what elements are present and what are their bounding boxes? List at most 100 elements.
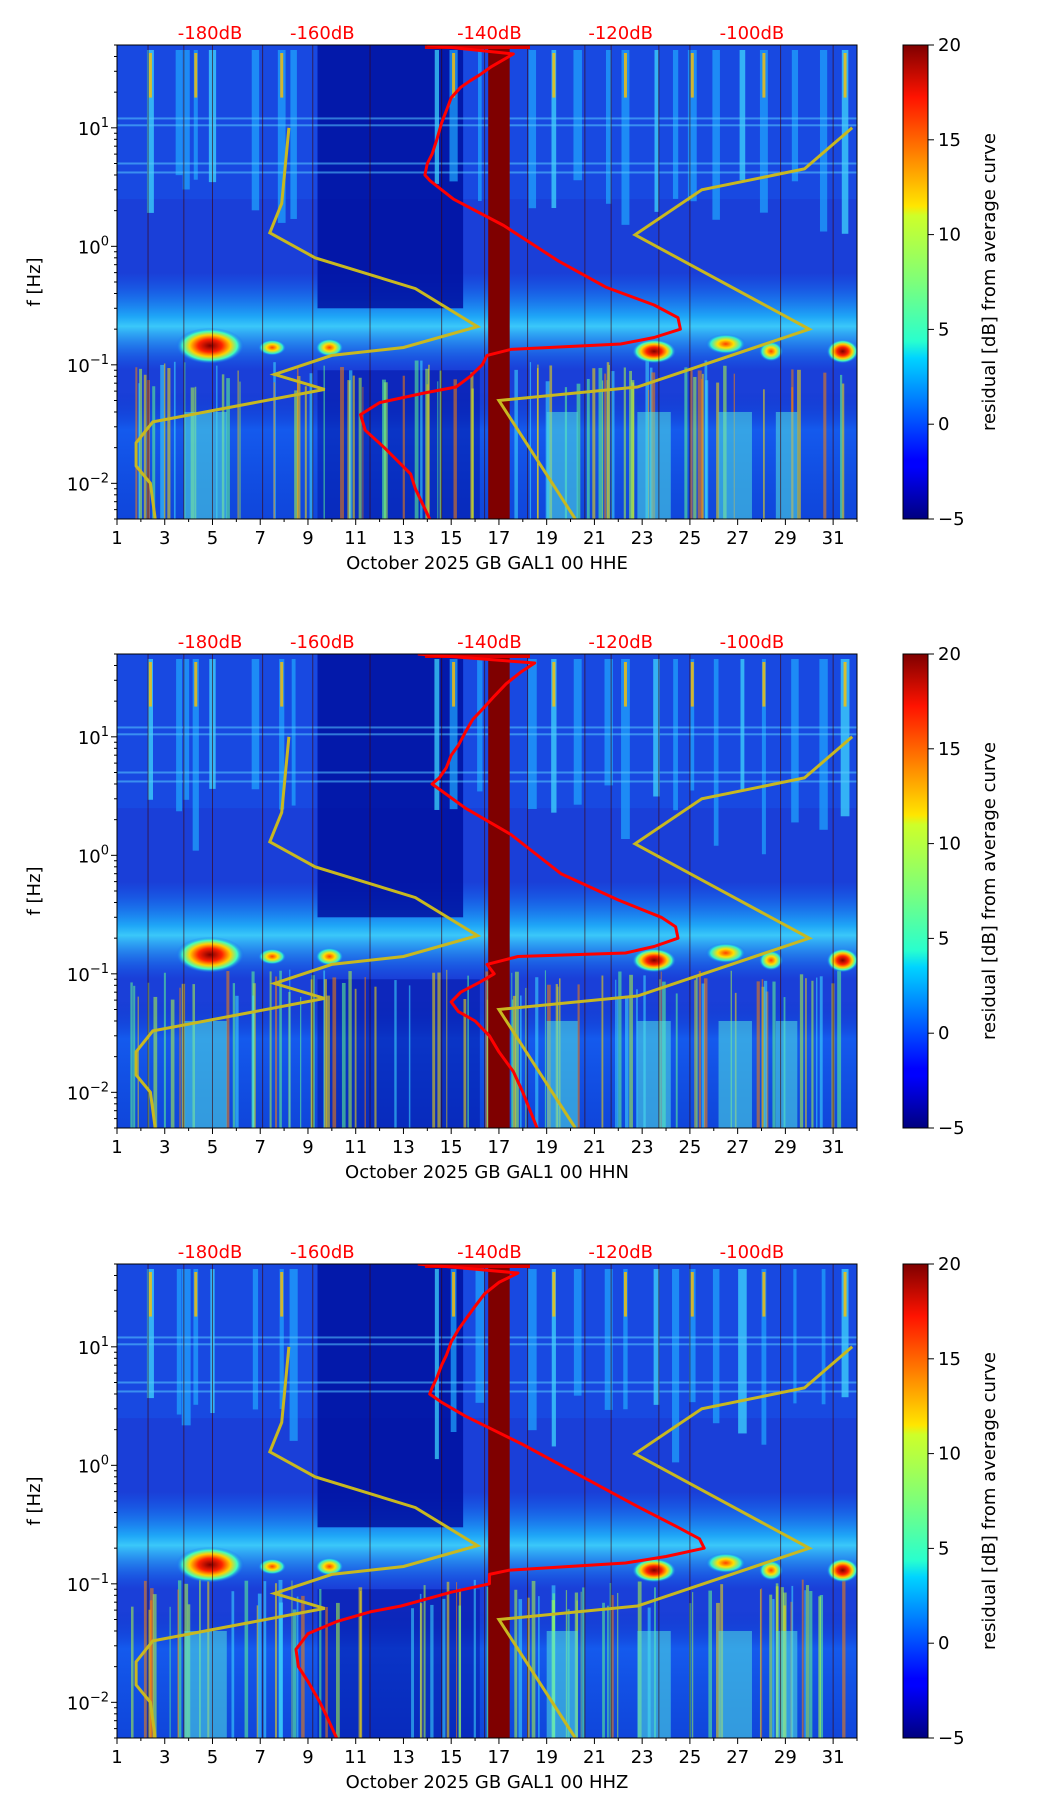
lf-spike [473, 1579, 476, 1738]
lf-spike [437, 381, 439, 519]
colorbar-tick-label: 10 [938, 1444, 961, 1465]
y-tick-label: 10−1 [67, 1572, 109, 1596]
lf-spike [694, 980, 696, 1128]
lf-spike [514, 369, 518, 519]
lf-spike [772, 981, 776, 1128]
lf-spike [252, 995, 255, 1128]
lf-spike [420, 360, 423, 519]
lf-spike [582, 1587, 585, 1738]
lf-spike [823, 372, 827, 519]
x-tick-label: 1 [111, 1137, 122, 1158]
lf-spike [716, 1602, 720, 1738]
lf-spike [309, 373, 313, 519]
x-tick-label: 9 [302, 1747, 313, 1768]
lf-spike [453, 379, 457, 519]
y-tick-label: 10−1 [67, 353, 109, 377]
lf-spike [514, 1589, 518, 1738]
psd-curve [417, 654, 680, 1128]
lf-spike [232, 983, 236, 1128]
lf-spike [611, 1595, 614, 1738]
noise-model-low [134, 736, 482, 1128]
y-tick-label: 10−2 [67, 1080, 109, 1104]
hf-streak [739, 50, 746, 181]
psd-top-stripe [424, 654, 530, 658]
lf-spike [598, 367, 603, 519]
lf-spike [601, 380, 604, 519]
lf-spike [138, 383, 140, 519]
lf-spike [323, 365, 325, 519]
lf-spike [761, 979, 764, 1128]
hf-streak [604, 1269, 613, 1410]
lf-block [637, 411, 671, 519]
lf-spike [257, 1593, 262, 1738]
lf-spike [606, 362, 610, 519]
lf-spike [274, 1583, 278, 1738]
hf-streak [604, 659, 613, 786]
lf-spike [531, 1580, 536, 1738]
x-tick-label: 3 [159, 1747, 170, 1768]
x-tick-label: 11 [344, 1137, 367, 1158]
lf-spike [675, 993, 678, 1128]
colorbar-tick-label: 0 [938, 1633, 949, 1654]
hf-streak-hot [623, 53, 627, 98]
x-tick-label: 25 [678, 528, 701, 549]
colorbar-title: residual [dB] from average curve [979, 133, 1000, 431]
microseism-hotspot [315, 947, 344, 966]
tone-line [117, 1343, 857, 1346]
hf-streak [791, 659, 799, 823]
hf-streak [146, 50, 154, 213]
hf-streak [290, 50, 297, 219]
hf-streak [181, 1269, 191, 1426]
hf-streak-hot [623, 1272, 627, 1317]
hf-streak [279, 1269, 284, 1409]
lf-spike [226, 971, 230, 1128]
hf-streak [761, 659, 766, 855]
x-tick-label: 11 [344, 1747, 367, 1768]
lf-spike [289, 969, 291, 1128]
top-db-label: -160dB [290, 632, 355, 653]
lf-spike [304, 386, 307, 519]
lf-spike [360, 1591, 362, 1738]
lf-spike [332, 977, 337, 1128]
lf-spike [324, 979, 327, 1128]
lf-spike [695, 975, 698, 1128]
y-tick-label: 10−2 [67, 1690, 109, 1714]
x-tick-label: 19 [535, 1137, 558, 1158]
microseism-hotspot [632, 339, 677, 364]
lf-spike [173, 361, 176, 519]
lf-spike [279, 1602, 284, 1738]
lf-spike [529, 362, 532, 519]
colorbar-tick-label: 15 [938, 1349, 961, 1370]
hf-streak [551, 50, 557, 209]
hf-streak [146, 1269, 154, 1399]
lf-spike [348, 370, 353, 519]
hf-streak-hot [194, 1272, 198, 1317]
quiet-region-low [317, 1589, 480, 1738]
hf-streak-hot [194, 53, 198, 98]
hf-streak-hot [194, 662, 198, 707]
lf-spike [772, 1598, 775, 1738]
lf-spike [341, 982, 346, 1128]
lf-spike [430, 1604, 434, 1738]
lf-spike [163, 363, 166, 519]
y-tick-label: 100 [78, 843, 109, 867]
top-db-label: -180dB [178, 1242, 243, 1263]
lf-spike [819, 1594, 824, 1738]
hf-streak [573, 1269, 582, 1396]
lf-block [183, 1020, 227, 1128]
lf-spike [756, 981, 760, 1128]
lf-block [775, 1630, 798, 1738]
lf-spike [607, 1605, 609, 1738]
lf-spike [463, 999, 467, 1128]
hf-streak [434, 50, 439, 184]
colorbar [902, 653, 929, 1129]
lf-spike [580, 1591, 582, 1738]
lf-spike [237, 370, 239, 519]
lf-spike [133, 985, 136, 1128]
lf-spike [170, 999, 175, 1128]
x-tick-label: 17 [487, 528, 510, 549]
lf-spike [273, 382, 275, 519]
lf-spike [684, 367, 688, 519]
